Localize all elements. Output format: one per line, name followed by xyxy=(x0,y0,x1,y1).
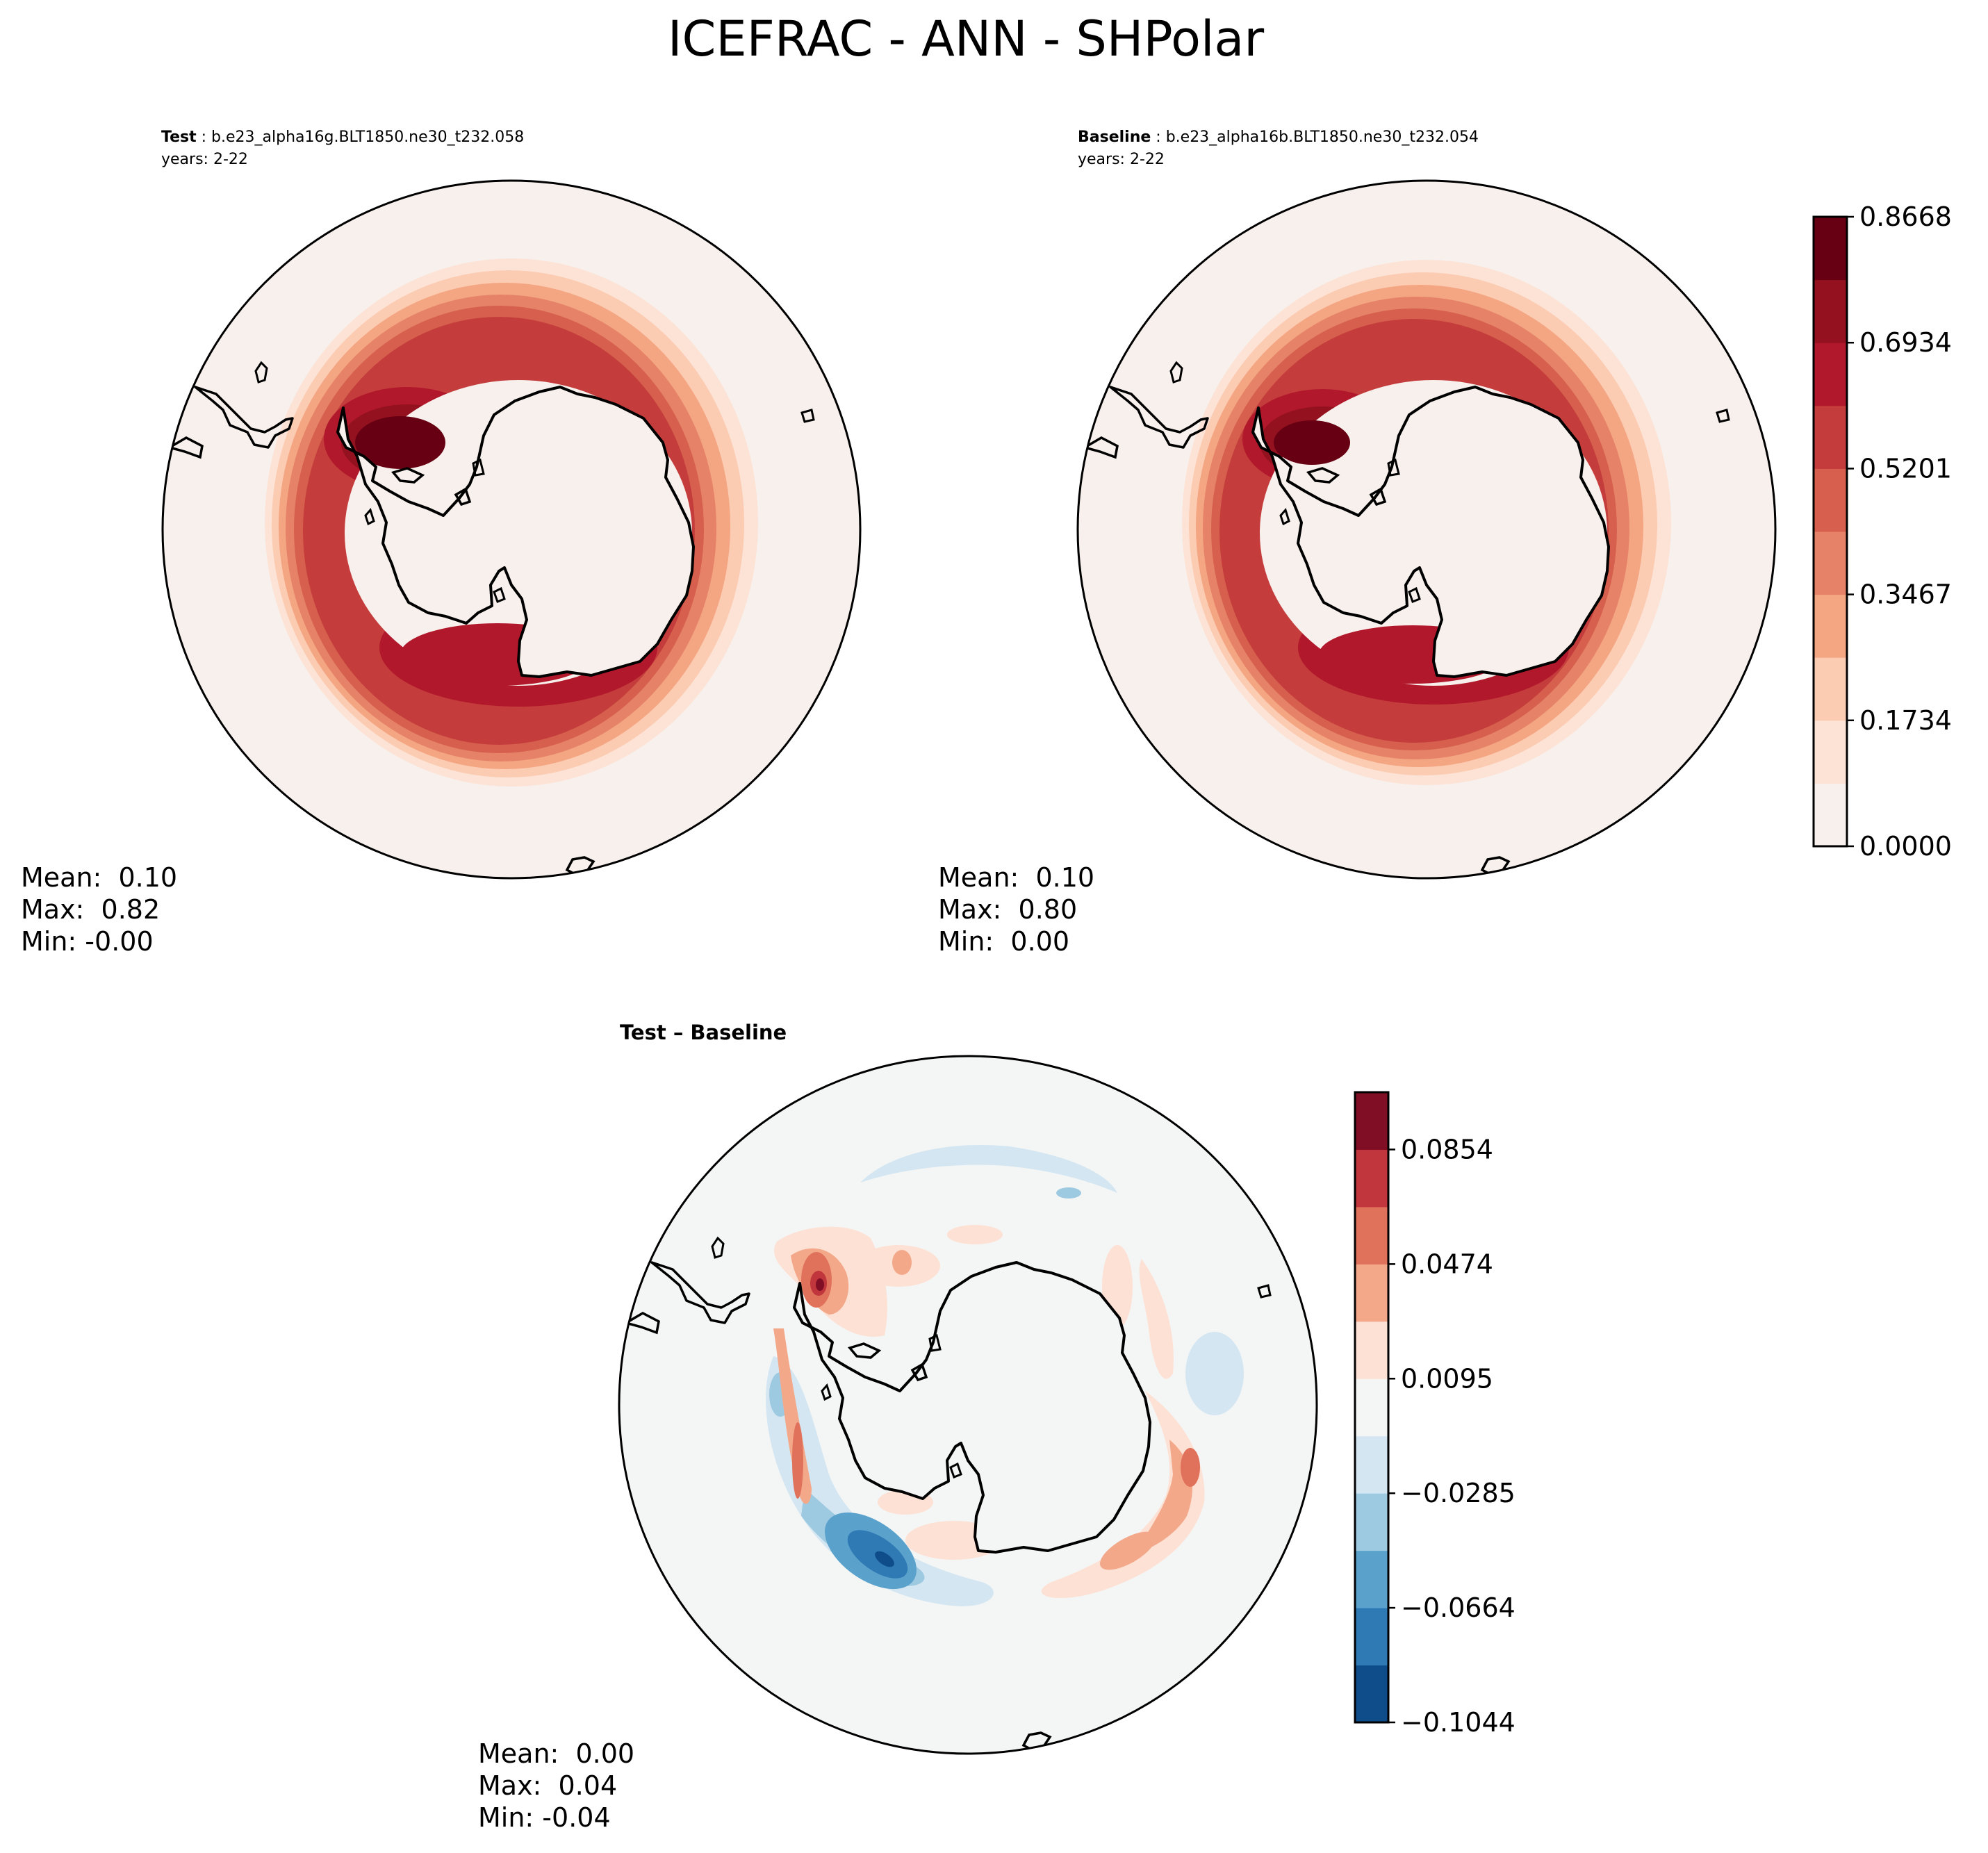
diff-colorbar-swatch xyxy=(1355,1493,1388,1551)
baseline-label-bold: Baseline xyxy=(1078,129,1151,146)
diff-colorbar: −0.1044 −0.0664 −0.0285 0.0095 0.0474 0.0854 xyxy=(1354,1091,1515,1738)
test-map xyxy=(161,179,862,880)
test-map-border xyxy=(161,179,862,880)
main-colorbar-swatch xyxy=(1814,720,1847,784)
baseline-label-case: : b.e23_alpha16b.BLT1850.ne30_t232.054 xyxy=(1151,129,1479,146)
diff-anomaly-red xyxy=(1041,1391,1205,1599)
main-colorbar-swatch xyxy=(1814,468,1847,532)
diff-colorbar-tick-label: −0.0285 xyxy=(1401,1478,1515,1508)
main-colorbar-tick-label: 0.1734 xyxy=(1859,705,1952,736)
main-colorbar-swatch xyxy=(1814,279,1847,343)
diff-anomaly-red xyxy=(1139,1259,1174,1379)
diff-colorbar-swatch xyxy=(1355,1149,1388,1208)
diff-anomaly-red xyxy=(1181,1448,1200,1487)
test-ice-band xyxy=(355,416,445,469)
test-antarctica-fill xyxy=(338,387,693,677)
test-stat-max: Max: 0.82 xyxy=(21,894,160,925)
diff-anomaly-red xyxy=(892,1250,912,1275)
baseline-panel-label: Baseline : b.e23_alpha16b.BLT1850.ne30_t… xyxy=(1078,129,1479,146)
diff-stat-mean: Mean: 0.00 xyxy=(478,1738,634,1769)
baseline-map xyxy=(1076,179,1777,880)
diff-anomaly-blue xyxy=(860,1144,1117,1193)
baseline-stat-mean: Mean: 0.10 xyxy=(938,862,1094,893)
diff-colorbar-swatch xyxy=(1355,1435,1388,1494)
baseline-stat-min: Min: 0.00 xyxy=(938,926,1069,957)
main-colorbar-swatch xyxy=(1814,783,1847,847)
diff-colorbar-tick-label: 0.0474 xyxy=(1401,1249,1493,1279)
diff-map-border xyxy=(618,1055,1318,1755)
diff-anomaly-red xyxy=(792,1422,803,1499)
test-stat-min: Min: -0.00 xyxy=(21,926,154,957)
diff-antarctica-fill xyxy=(794,1262,1150,1552)
diff-colorbar-tick-label: −0.0664 xyxy=(1401,1592,1515,1623)
main-colorbar-tick-label: 0.6934 xyxy=(1859,327,1952,358)
diff-stat-max: Max: 0.04 xyxy=(478,1770,617,1801)
test-panel-label: Test : b.e23_alpha16g.BLT1850.ne30_t232.… xyxy=(161,129,524,146)
diff-colorbar-tick-label: −0.1044 xyxy=(1401,1707,1515,1738)
diff-colorbar-swatch xyxy=(1355,1550,1388,1608)
diff-anomaly-blue xyxy=(1056,1187,1081,1199)
diff-anomaly-blue xyxy=(875,1551,894,1567)
diff-panel: Test – Baseline xyxy=(478,1021,1318,1833)
main-colorbar-swatch xyxy=(1814,594,1847,658)
diff-colorbar-tick-label: 0.0095 xyxy=(1401,1363,1493,1394)
diff-panel-label: Test – Baseline xyxy=(620,1021,787,1044)
main-colorbar-frame xyxy=(1812,215,1848,848)
baseline-years: years: 2-22 xyxy=(1078,151,1165,168)
diff-colorbar-swatch xyxy=(1355,1206,1388,1265)
diff-colorbar-tick-label: 0.0854 xyxy=(1401,1134,1493,1164)
test-years: years: 2-22 xyxy=(161,151,248,168)
baseline-stat-max: Max: 0.80 xyxy=(938,894,1077,925)
test-stat-mean: Mean: 0.10 xyxy=(21,862,177,893)
test-label-case: : b.e23_alpha16g.BLT1850.ne30_t232.058 xyxy=(197,129,525,146)
baseline-antarctica-fill xyxy=(1253,387,1609,677)
diff-anomaly-red xyxy=(1135,1440,1192,1554)
figure-title: ICEFRAC - ANN - SHPolar xyxy=(668,10,1264,67)
diff-anomaly-red xyxy=(1100,1531,1156,1570)
baseline-ice-band xyxy=(1274,420,1350,465)
main-colorbar-swatch xyxy=(1814,405,1847,469)
diff-colorbar-swatch xyxy=(1355,1608,1388,1666)
main-colorbar-swatch xyxy=(1814,343,1847,406)
main-colorbar-tick-label: 0.3467 xyxy=(1859,579,1952,610)
diff-colorbar-swatch xyxy=(1355,1264,1388,1322)
diff-colorbar-swatch xyxy=(1355,1321,1388,1379)
diff-anomaly-blue xyxy=(766,1356,994,1606)
main-colorbar-tick-label: 0.5201 xyxy=(1859,453,1952,484)
baseline-map-border xyxy=(1076,179,1777,880)
main-colorbar-tick-label: 0.0000 xyxy=(1859,831,1952,862)
main-colorbar-swatch xyxy=(1814,657,1847,721)
diff-anomaly-blue xyxy=(1185,1332,1244,1415)
main-colorbar: 0.0000 0.1734 0.3467 0.5201 0.6934 0.8668 xyxy=(1812,201,1952,862)
test-label-bold: Test xyxy=(161,129,197,146)
main-colorbar-swatch xyxy=(1814,532,1847,595)
test-panel: Test : b.e23_alpha16g.BLT1850.ne30_t232.… xyxy=(21,129,862,957)
diff-colorbar-swatch xyxy=(1355,1665,1388,1723)
diff-stat-min: Min: -0.04 xyxy=(478,1802,611,1833)
main-colorbar-tick-label: 0.8668 xyxy=(1859,201,1952,232)
diff-colorbar-swatch xyxy=(1355,1092,1388,1150)
diff-anomaly-red xyxy=(816,1278,824,1291)
main-colorbar-swatch xyxy=(1814,217,1847,281)
diff-colorbar-frame xyxy=(1354,1091,1390,1724)
diff-colorbar-swatch xyxy=(1355,1378,1388,1437)
diff-map xyxy=(618,1055,1318,1755)
diff-anomaly-red xyxy=(947,1225,1003,1244)
baseline-panel: Baseline : b.e23_alpha16b.BLT1850.ne30_t… xyxy=(938,129,1777,957)
